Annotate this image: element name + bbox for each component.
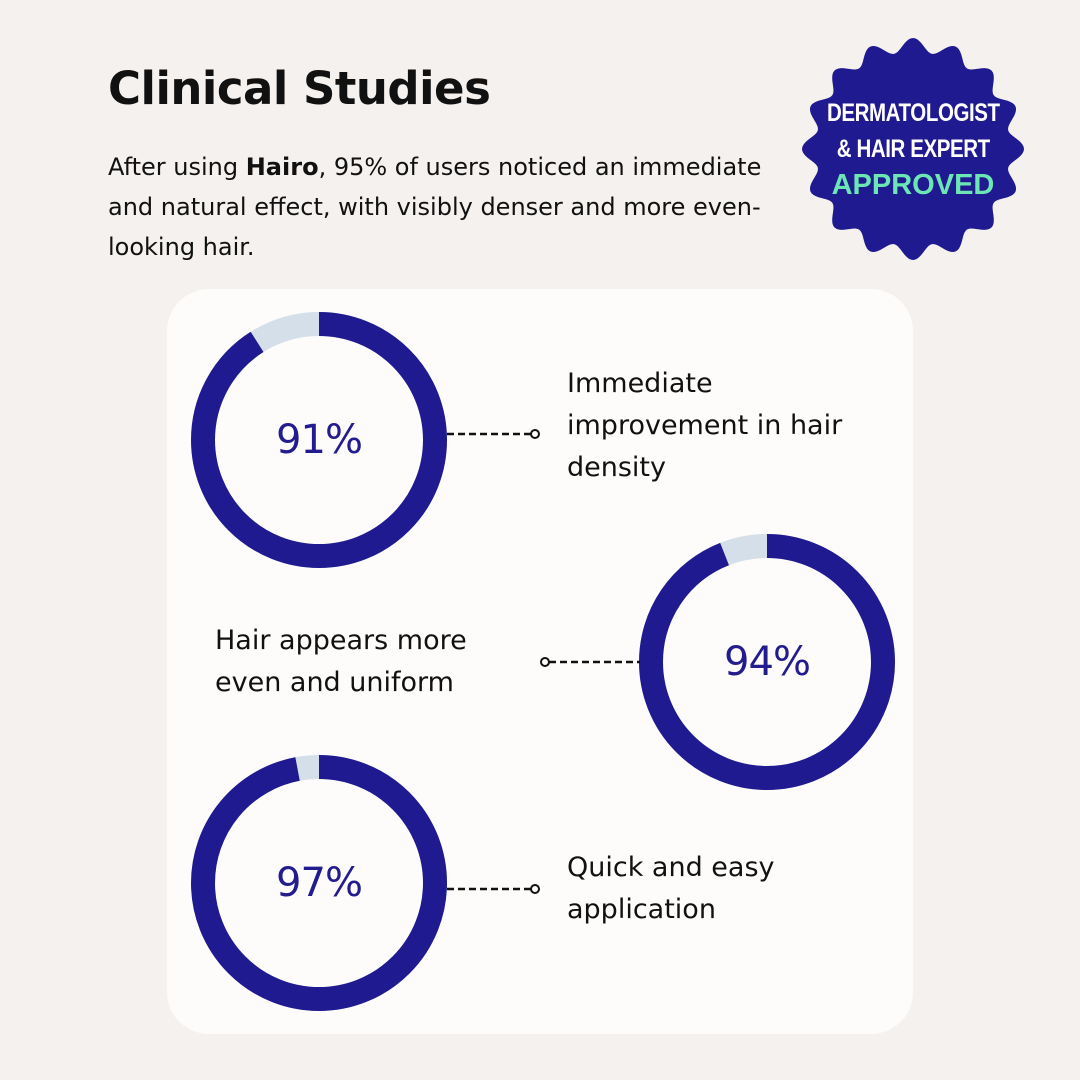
stat-ring-1: 91% bbox=[191, 312, 447, 568]
stat-ring-3: 97% bbox=[191, 755, 447, 1011]
stat-ring-2: 94% bbox=[639, 534, 895, 790]
connector-3 bbox=[447, 884, 540, 894]
badge-line-2: & HAIR EXPERT bbox=[836, 135, 990, 163]
connector-1 bbox=[447, 429, 540, 439]
ring-progress bbox=[639, 534, 895, 790]
ring-progress bbox=[191, 755, 447, 1011]
page-title: Clinical Studies bbox=[108, 62, 491, 115]
ring-progress bbox=[191, 312, 447, 568]
stat-label-2: Hair appears more even and uniform bbox=[215, 625, 467, 698]
stat-label-3: Quick and easy application bbox=[567, 852, 775, 925]
stat-value: 97% bbox=[276, 860, 363, 906]
stats-card bbox=[167, 289, 913, 1034]
stat-value: 91% bbox=[276, 417, 363, 463]
badge-line-1: DERMATOLOGIST bbox=[826, 99, 1000, 127]
intro-text: After using Hairo, 95% of users noticed … bbox=[108, 153, 762, 261]
approved-badge: DERMATOLOGIST & HAIR EXPERT APPROVED bbox=[800, 36, 1026, 262]
stat-label-1: Immediate improvement in hair density bbox=[567, 368, 843, 483]
brand-name: Hairo bbox=[245, 153, 319, 181]
wavy-seal-icon bbox=[802, 38, 1024, 260]
badge-line-3: APPROVED bbox=[831, 169, 995, 201]
connector-2 bbox=[540, 657, 640, 667]
stat-value: 94% bbox=[724, 639, 811, 685]
